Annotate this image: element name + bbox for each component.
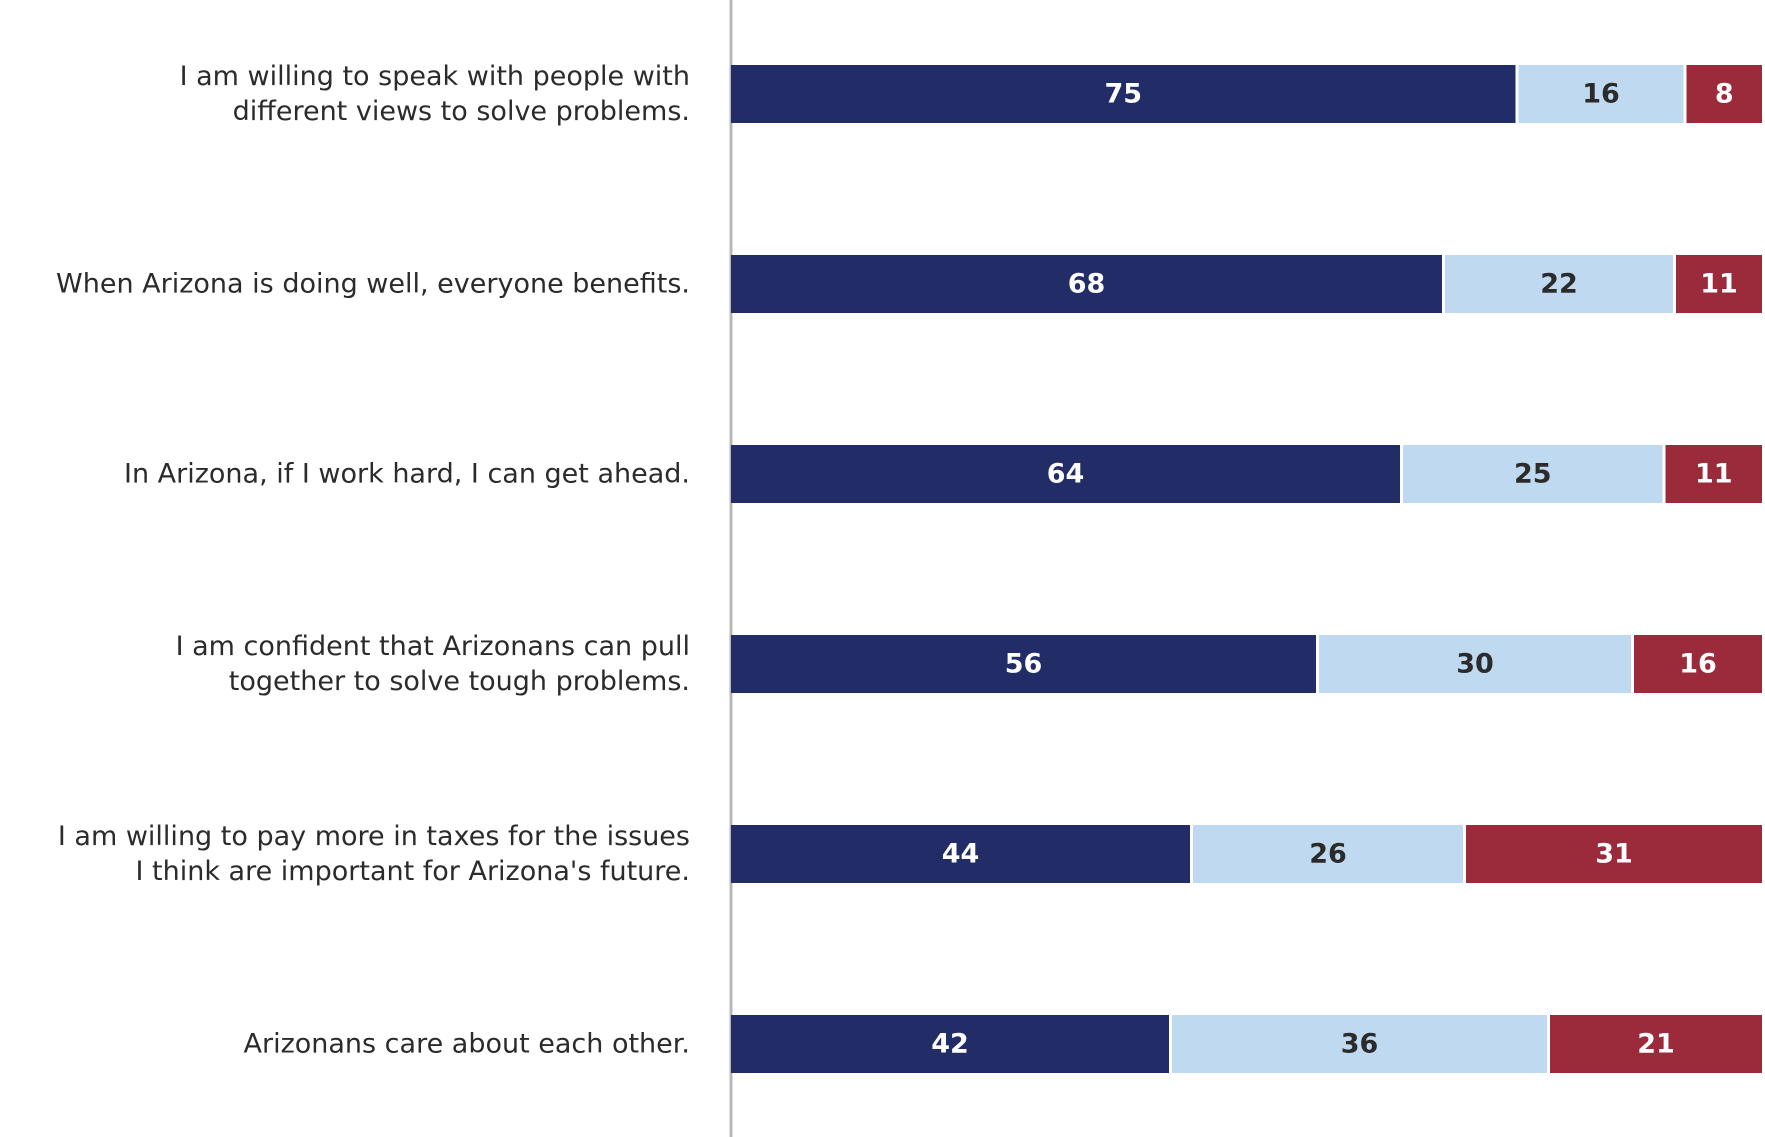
category-label: I am confident that Arizonans can pull to… [176,631,690,697]
data-label: 42 [931,1029,969,1060]
category-label-line: I think are important for Arizona's futu… [135,856,690,887]
category-label: In Arizona, if I work hard, I can get ah… [124,459,690,490]
data-label: 22 [1540,269,1578,300]
data-label: 30 [1456,649,1494,680]
bar-segment [731,635,1316,693]
category-label: Arizonans care about each other. [244,1029,691,1060]
category-label-line: I am willing to speak with people with [180,61,690,92]
data-label: 16 [1582,79,1620,110]
bar-segment [1634,635,1762,693]
bar-segment [1172,1015,1547,1073]
data-label: 75 [1104,79,1142,110]
bars-group: 75 16 8 68 22 11 64 25 11 56 30 16 44 26 31 42 36 21 [731,65,1762,1073]
category-label-line: When Arizona is doing well, everyone ben… [56,269,690,300]
data-label: 25 [1514,459,1552,490]
data-label: 11 [1700,269,1738,300]
category-label: I am willing to speak with people with di… [180,61,690,127]
category-label: I am willing to pay more in taxes for th… [58,821,690,887]
data-label: 31 [1595,839,1633,870]
data-label: 56 [1005,649,1043,680]
bar-segment [1319,635,1631,693]
bar-segment [1466,825,1762,883]
bar-segment [1518,65,1684,123]
bar-segment [731,445,1400,503]
data-label: 16 [1679,649,1717,680]
data-label: 8 [1715,79,1734,110]
category-labels-group: I am willing to speak with people with di… [56,61,690,1060]
bar-segment [1550,1015,1762,1073]
category-label-line: In Arizona, if I work hard, I can get ah… [124,459,690,490]
data-label: 26 [1309,839,1347,870]
category-label-line: Arizonans care about each other. [244,1029,691,1060]
category-label: When Arizona is doing well, everyone ben… [56,269,690,300]
data-label: 68 [1068,269,1106,300]
category-label-line: I am confident that Arizonans can pull [176,631,690,662]
bar-segment [731,255,1442,313]
bar-segment [1445,255,1673,313]
data-label: 21 [1637,1029,1675,1060]
bar-segment [731,825,1190,883]
bar-segment [731,65,1516,123]
category-label-line: I am willing to pay more in taxes for th… [58,821,690,852]
category-label-line: different views to solve problems. [233,96,690,127]
data-label: 44 [942,839,980,870]
bar-segment [1193,825,1463,883]
data-label: 64 [1047,459,1085,490]
category-label-line: together to solve tough problems. [229,666,690,697]
data-label: 11 [1695,459,1733,490]
bar-segment [1665,445,1762,503]
bar-segment [1403,445,1663,503]
data-label: 36 [1341,1029,1379,1060]
bar-segment [1676,255,1762,313]
bar-segment [731,1015,1169,1073]
bar-segment [1686,65,1762,123]
